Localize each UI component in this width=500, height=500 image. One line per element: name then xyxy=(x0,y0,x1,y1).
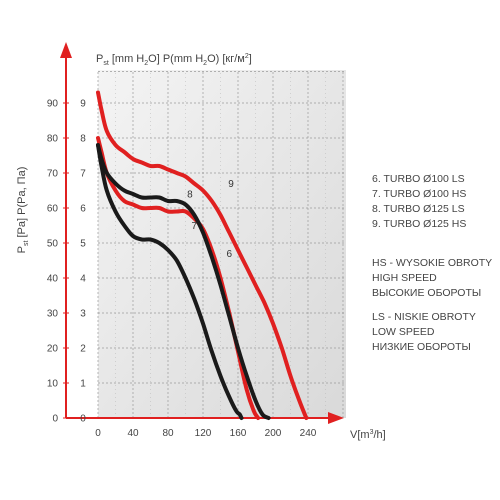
legend-entry: 6. TURBO Ø100 LS xyxy=(372,173,465,185)
y-tick-label: 90 xyxy=(47,99,59,110)
x-tick-label: 240 xyxy=(300,428,317,439)
axes xyxy=(60,42,344,424)
legend-ls-line: НИЗКИЕ ОБОРОТЫ xyxy=(372,341,471,353)
y2-tick-label: 1 xyxy=(80,379,86,390)
curves xyxy=(96,90,309,420)
y-tick-label: 80 xyxy=(47,134,59,145)
series-line-8 xyxy=(96,143,271,420)
x-tick-label: 0 xyxy=(95,428,101,439)
y-tick-label: 50 xyxy=(47,239,59,250)
legend-hs-line: HIGH SPEED xyxy=(372,272,437,284)
y2-tick-label: 0 xyxy=(80,414,86,425)
legend-low-speed: LS - NISKIE OBROTY LOW SPEED НИЗКИЕ ОБОРОТ… xyxy=(372,310,476,355)
curve-labels: 6 7 8 9 xyxy=(187,179,234,260)
x-axis-label: V[m3/h] xyxy=(350,429,386,441)
series-label-9: 9 xyxy=(228,179,234,190)
y-axis-arrow xyxy=(60,42,72,58)
legend-models: 6. TURBO Ø100 LS 7. TURBO Ø100 HS 8. TURBO… xyxy=(372,172,466,232)
legend-high-speed: HS - WYSOKIE OBROTY HIGH SPEED ВЫСОКИЕ ОБО… xyxy=(372,256,492,301)
y-tick-label: 10 xyxy=(47,379,59,390)
x-tick-label: 160 xyxy=(230,428,247,439)
y2-tick-label: 5 xyxy=(80,239,86,250)
legend-ls-line: LS - NISKIE OBROTY xyxy=(372,311,476,323)
y-axis-label-mm: Pst [mm H2O] P(mm H2O) [кг/м2] xyxy=(96,53,252,67)
y-axis-label-pa: Pst [Pa] P(Pa, Па) xyxy=(16,167,30,254)
x-tick-label: 40 xyxy=(127,428,139,439)
y2-tick-label: 3 xyxy=(80,309,86,320)
legend-hs-line: ВЫСОКИЕ ОБОРОТЫ xyxy=(372,287,482,299)
y2-tick-label: 7 xyxy=(80,169,86,180)
plot-background xyxy=(98,70,346,418)
y-tick-label: 30 xyxy=(47,309,59,320)
y2-tick-label: 8 xyxy=(80,134,86,145)
y-tick-label: 70 xyxy=(47,169,59,180)
x-axis-arrow xyxy=(328,412,344,424)
series-line-9 xyxy=(96,90,309,420)
y-tick-label: 0 xyxy=(52,414,58,425)
grid xyxy=(97,71,346,418)
y2-tick-label: 9 xyxy=(80,99,86,110)
y2-tick-label: 2 xyxy=(80,344,86,355)
y-tick-label: 60 xyxy=(47,204,59,215)
x-tick-label: 120 xyxy=(195,428,212,439)
x-tick-label: 80 xyxy=(162,428,174,439)
y-ticks-mm: 0 1 2 3 4 5 6 7 8 9 xyxy=(80,99,86,425)
y-tick-label: 40 xyxy=(47,274,59,285)
y2-tick-label: 4 xyxy=(80,274,86,285)
legend-entry: 7. TURBO Ø100 HS xyxy=(372,188,467,200)
y-ticks-pa: 0 10 20 30 40 50 60 70 80 90 xyxy=(47,99,69,425)
legend-hs-line: HS - WYSOKIE OBROTY xyxy=(372,257,493,269)
series-line-6 xyxy=(96,143,244,420)
y2-tick-label: 6 xyxy=(80,204,86,215)
legend-entry: 9. TURBO Ø125 HS xyxy=(372,218,467,230)
x-ticks: 0 40 80 120 160 200 240 xyxy=(95,428,317,439)
legend-ls-line: LOW SPEED xyxy=(372,326,435,338)
x-tick-label: 200 xyxy=(265,428,282,439)
legend-entry: 8. TURBO Ø125 LS xyxy=(372,203,465,215)
series-label-6: 6 xyxy=(226,249,232,260)
y-tick-label: 20 xyxy=(47,344,59,355)
series-label-8: 8 xyxy=(187,190,193,201)
series-label-7: 7 xyxy=(191,221,197,232)
